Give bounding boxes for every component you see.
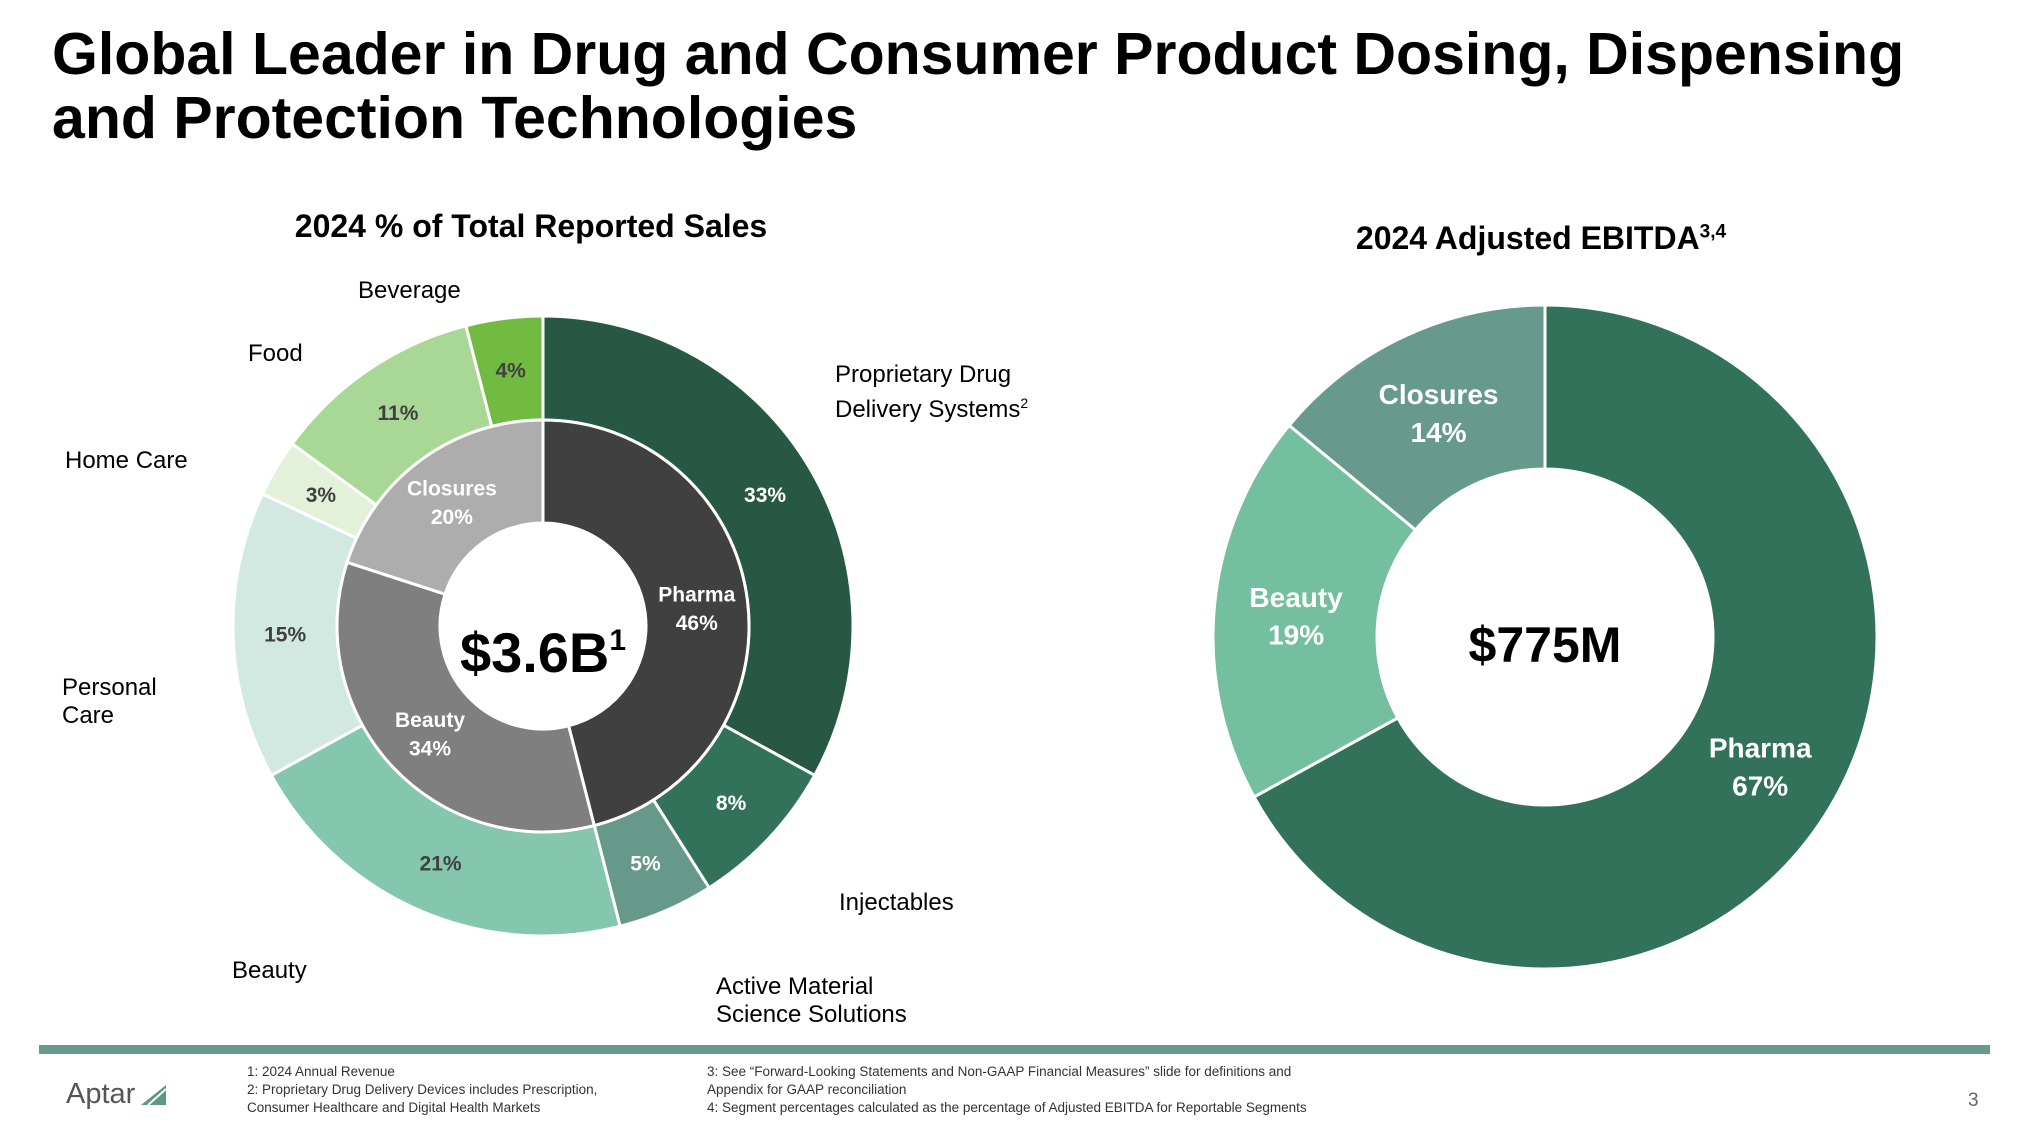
footnote-3a: 3: See “Forward-Looking Statements and N… [707, 1064, 1292, 1079]
ebitda-donut-chart: Pharma 67% Beauty 19% Closures 14% [1211, 303, 1879, 971]
footnote-2a: 2: Proprietary Drug Delivery Devices inc… [247, 1082, 598, 1097]
label-food: Food [248, 340, 303, 367]
sales-outer-label-0: 33% [744, 484, 786, 507]
sales-inner-label-2: Closures 20% [407, 478, 497, 529]
ebitda-slice-closures [1287, 303, 1547, 533]
sales-outer-label-7: 4% [495, 360, 526, 383]
ebitda-label-1: Beauty 19% [1249, 582, 1343, 651]
sales-outer-label-pct_label: 15% [264, 624, 306, 647]
sales-outer-label-5: 3% [306, 484, 337, 507]
logo-text: Aptar [66, 1078, 136, 1110]
logo-triangle-icon [141, 1084, 167, 1106]
sales-outer-label-6: 11% [378, 402, 419, 425]
sales-inner-label-label: Pharma [658, 584, 735, 607]
sales-inner-label-label: Beauty [395, 709, 465, 732]
footer-divider [39, 1045, 1990, 1054]
page-number: 3 [1968, 1090, 1979, 1111]
aptar-logo: Aptar [66, 1078, 167, 1111]
sales-center-value: $3.6B1 [460, 621, 626, 684]
label-amss-line2: Science Solutions [716, 1001, 907, 1028]
sales-donut-chart: 33% 8% 5% 21% 15% 3% 11% 4% Pharma 46% Beauty 34% Cl… [231, 314, 855, 938]
sales-outer-label-4: 15% [264, 624, 306, 647]
page-title: Global Leader in Drug and Consumer Produ… [52, 21, 1905, 151]
footnote-4: 4: Segment percentages calculated as the… [707, 1100, 1307, 1115]
ebitda-center-value: $775M [1469, 617, 1622, 673]
sales-outer-label-pct_label: 5% [630, 852, 661, 875]
ebitda-label-label: Beauty [1249, 582, 1343, 613]
label-amss: Active Material Science Solutions [716, 973, 907, 1029]
ebitda-label-0: Pharma 67% [1709, 733, 1812, 802]
label-personal-care-line2: Care [62, 702, 115, 729]
sales-inner-slice-beauty [335, 560, 597, 834]
label-injectables: Injectables [839, 889, 954, 916]
sales-chart-title: 2024 % of Total Reported Sales [294, 208, 768, 244]
label-pdds: Proprietary Drug Delivery Systems2 [835, 361, 1028, 424]
footnotes-right: 3: See “Forward-Looking Statements and N… [707, 1063, 1307, 1117]
sales-outer-label-pct_label: 3% [306, 484, 337, 507]
ebitda-label-2: Closures 14% [1379, 379, 1499, 448]
sales-outer-label-pct_label: 21% [420, 852, 462, 875]
sales-inner-label-pct_label: 46% [676, 612, 718, 635]
ebitda-label-pct_label: 14% [1411, 417, 1467, 448]
ebitda-label-pct_label: 19% [1268, 620, 1324, 651]
ebitda-label-label: Closures [1379, 379, 1499, 410]
ebitda-slice-beauty [1211, 423, 1418, 799]
sales-inner-label-pct_label: 20% [431, 506, 473, 529]
label-pdds-line2: Delivery Systems2 [835, 389, 1028, 424]
sales-outer-label-pct_label: 4% [495, 360, 526, 383]
sales-inner-slice-pharma [541, 418, 751, 828]
sales-outer-label-1: 8% [716, 792, 747, 815]
label-pdds-line2-text: Delivery Systems [835, 396, 1021, 423]
label-pdds-sup: 2 [1020, 395, 1029, 411]
sales-inner-label-1: Beauty 34% [395, 709, 465, 760]
ebitda-title-sup: 3,4 [1699, 221, 1727, 243]
sales-outer-label-2: 5% [630, 852, 661, 875]
label-beauty: Beauty [232, 957, 307, 984]
footnote-3b: Appendix for GAAP reconciliation [707, 1082, 907, 1097]
label-beverage: Beverage [358, 277, 461, 304]
footnote-2b: Consumer Healthcare and Digital Health M… [247, 1100, 541, 1115]
footnotes-left: 1: 2024 Annual Revenue 2: Proprietary Dr… [247, 1063, 597, 1117]
label-home-care: Home Care [65, 447, 188, 474]
label-personal-care: Personal Care [62, 674, 157, 730]
ebitda-chart-title: 2024 Adjusted EBITDA3,4 [1356, 220, 1726, 257]
ebitda-title-text: 2024 Adjusted EBITDA [1355, 220, 1700, 256]
sales-inner-slice-closures [345, 418, 545, 597]
sales-outer-label-3: 21% [420, 852, 462, 875]
sales-outer-label-pct_label: 11% [378, 402, 419, 425]
ebitda-label-label: Pharma [1709, 733, 1812, 764]
label-amss-line1: Active Material [716, 973, 874, 1000]
sales-outer-label-pct_label: 33% [744, 484, 786, 507]
ebitda-slice-pharma [1252, 303, 1879, 971]
label-pdds-line1: Proprietary Drug [835, 361, 1012, 388]
sales-inner-label-label: Closures [407, 478, 497, 501]
label-personal-care-line1: Personal [62, 674, 157, 701]
sales-inner-label-0: Pharma 46% [658, 584, 735, 635]
sales-inner-label-pct_label: 34% [409, 737, 451, 760]
footnote-1: 1: 2024 Annual Revenue [247, 1064, 395, 1079]
sales-outer-label-pct_label: 8% [716, 792, 747, 815]
ebitda-label-pct_label: 67% [1732, 770, 1788, 801]
